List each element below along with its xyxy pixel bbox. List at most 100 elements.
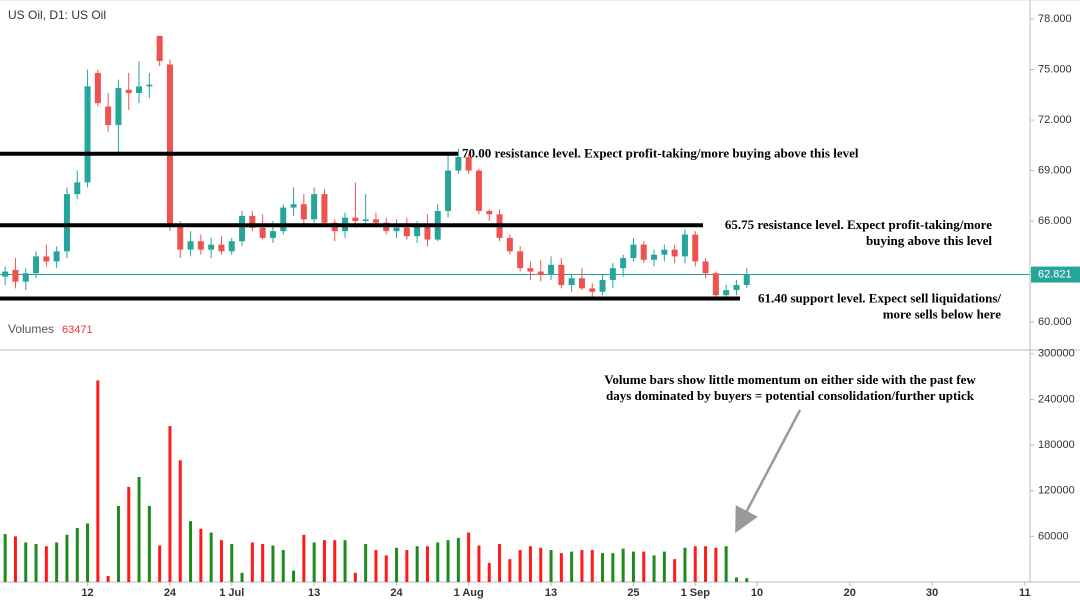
volume-bar [384, 555, 388, 582]
candle-body [125, 89, 132, 94]
volume-bar [467, 532, 471, 582]
level-note: more sells below here [883, 306, 1002, 321]
volume-bar [230, 543, 234, 582]
level-note: 70.00 resistance level. Expect profit-ta… [462, 146, 859, 161]
volume-y-tick-label: 180000 [1038, 439, 1075, 451]
volume-bar [456, 537, 460, 582]
candle-body [414, 226, 421, 237]
y-tick-label: 60.000 [1038, 316, 1072, 328]
volume-bar [425, 546, 429, 582]
candle-body [187, 241, 194, 250]
volume-bar [292, 570, 296, 582]
candle-body [558, 264, 565, 286]
volume-bar [621, 548, 625, 582]
candle-body [372, 219, 379, 223]
note-arrow [735, 409, 802, 534]
volume-bar [322, 540, 326, 582]
volume-bar [580, 550, 584, 582]
candle-body [290, 204, 297, 208]
volume-bar [44, 546, 48, 582]
volume-bar [631, 551, 635, 582]
candle-body [486, 210, 493, 215]
volume-bar [683, 547, 687, 582]
y-tick-label: 72.000 [1038, 114, 1072, 126]
candle-body [94, 72, 101, 104]
x-tick-label: 13 [308, 587, 320, 599]
volume-bar [116, 505, 120, 582]
x-tick-label: 12 [81, 587, 93, 599]
candle-body [589, 288, 596, 292]
candle-body [723, 290, 730, 296]
volume-bar [374, 550, 378, 582]
volume-bar [724, 546, 728, 582]
volume-bar [642, 551, 646, 582]
candle-body [280, 207, 287, 232]
volume-bar [673, 559, 677, 582]
volume-bar [559, 553, 563, 582]
volume-bar [601, 553, 605, 582]
x-tick-label: 13 [545, 587, 557, 599]
x-tick-label: 30 [926, 587, 938, 599]
candle-body [300, 204, 307, 220]
volume-bar [199, 528, 203, 582]
x-tick-label: 10 [751, 587, 763, 599]
candle-body [43, 256, 50, 262]
volume-bar [261, 543, 265, 582]
volume-y-tick-label: 120000 [1038, 485, 1075, 497]
volume-bar [65, 534, 69, 582]
volume-note: Volume bars show little momentum on eith… [604, 372, 976, 387]
volume-bar [539, 547, 543, 582]
volume-bar [302, 534, 306, 582]
volume-bar [611, 553, 615, 582]
candle-body [393, 227, 400, 232]
candle-body [712, 273, 719, 296]
candle-body [640, 244, 647, 260]
candle-body [2, 271, 9, 277]
volume-bar [714, 547, 718, 582]
candle-body [578, 278, 585, 289]
volume-bar [405, 550, 409, 582]
volume-bar [271, 545, 275, 582]
volume-bar [250, 542, 254, 582]
volume-bar [168, 426, 172, 582]
x-tick-label: 1 Sep [681, 587, 711, 599]
volume-y-tick-label: 300000 [1038, 348, 1075, 360]
x-tick-label: 11 [1019, 587, 1031, 599]
x-tick-label: 24 [164, 587, 177, 599]
candle-body [743, 274, 750, 286]
candle-body [661, 249, 668, 255]
candle-body [475, 170, 482, 211]
volume-bar [209, 532, 213, 582]
volume-pane-label: Volumes [8, 322, 54, 336]
volume-bar [219, 540, 223, 582]
chart-title: US Oil, D1: US Oil [8, 8, 106, 22]
candle-body [630, 244, 637, 259]
candle-body [506, 237, 513, 252]
candle-body [692, 234, 699, 262]
volume-bar [240, 572, 244, 582]
candle-body [269, 231, 276, 238]
volume-bar [498, 543, 502, 582]
level-note: 65.75 resistance level. Expect profit-ta… [725, 217, 992, 232]
volume-bar [75, 527, 79, 582]
volume-bar [364, 543, 368, 582]
x-tick-label: 1 Jul [219, 587, 244, 599]
x-tick-label: 1 Aug [454, 587, 484, 599]
candle-body [166, 64, 173, 227]
volume-bar [549, 550, 553, 582]
candle-body [681, 234, 688, 257]
volume-bar [487, 562, 491, 582]
candle-body [53, 251, 60, 262]
candle-body [146, 84, 153, 87]
volume-bar [147, 505, 151, 582]
x-tick-label: 25 [627, 587, 639, 599]
volume-bar [436, 542, 440, 582]
candle-body [702, 261, 709, 274]
volume-bar [570, 551, 574, 582]
volume-note: days dominated by buyers = potential con… [606, 388, 975, 403]
volume-bar [745, 578, 749, 582]
volume-bar [137, 477, 141, 582]
level-note: 61.40 support level. Expect sell liquida… [758, 290, 1001, 305]
candle-body [651, 254, 658, 260]
candle-body [455, 157, 462, 171]
